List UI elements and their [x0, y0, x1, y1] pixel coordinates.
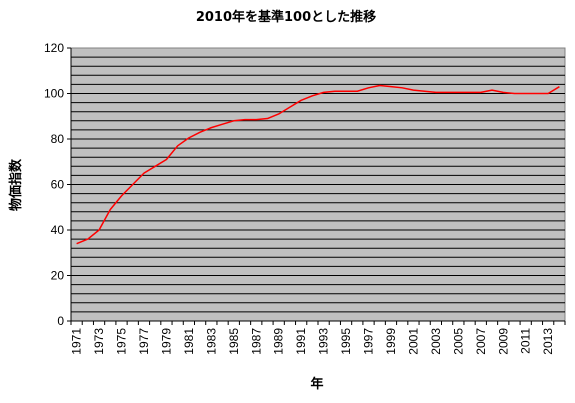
x-tick-label: 1999 — [384, 328, 398, 355]
x-tick-label: 1979 — [159, 328, 173, 355]
y-axis-label: 物価指数 — [8, 158, 24, 211]
y-tick-label: 20 — [51, 269, 65, 283]
x-tick-label: 2013 — [541, 328, 555, 355]
x-tick-label: 1989 — [272, 328, 286, 355]
x-tick-label: 1973 — [92, 328, 106, 355]
x-tick-label: 2009 — [496, 328, 510, 355]
x-tick-label: 2003 — [429, 328, 443, 355]
y-tick-label: 120 — [44, 41, 64, 55]
y-axis-ticks: 0 20 40 60 80 100 120 — [44, 41, 71, 328]
x-axis-ticks: 1971 1973 1975 1977 1979 1981 1983 1985 1987 1989… — [70, 321, 566, 355]
x-tick-label: 1997 — [362, 328, 376, 355]
x-axis-label: 年 — [310, 376, 323, 392]
y-tick-label: 100 — [44, 87, 64, 101]
y-tick-label: 40 — [51, 223, 65, 237]
x-tick-label: 1983 — [204, 328, 218, 355]
y-tick-label: 60 — [51, 178, 65, 192]
y-tick-label: 0 — [57, 314, 64, 328]
x-tick-label: 1975 — [115, 328, 129, 355]
chart-title: 2010年を基準100とした推移 — [196, 9, 376, 25]
x-tick-label: 1977 — [137, 328, 151, 355]
x-tick-label: 1993 — [317, 328, 331, 355]
x-tick-label: 1971 — [70, 328, 84, 355]
x-tick-label: 2005 — [451, 328, 465, 355]
x-tick-label: 1987 — [249, 328, 263, 355]
y-tick-label: 80 — [51, 132, 65, 146]
x-tick-label: 2007 — [474, 328, 488, 355]
x-tick-label: 1991 — [294, 328, 308, 355]
x-tick-label: 2001 — [406, 328, 420, 355]
x-tick-label: 1985 — [227, 328, 241, 355]
x-tick-label: 2011 — [519, 328, 533, 354]
series-line — [76, 84, 560, 245]
x-tick-label: 1981 — [182, 328, 196, 355]
x-tick-label: 1995 — [339, 328, 353, 355]
series-group — [76, 84, 560, 245]
